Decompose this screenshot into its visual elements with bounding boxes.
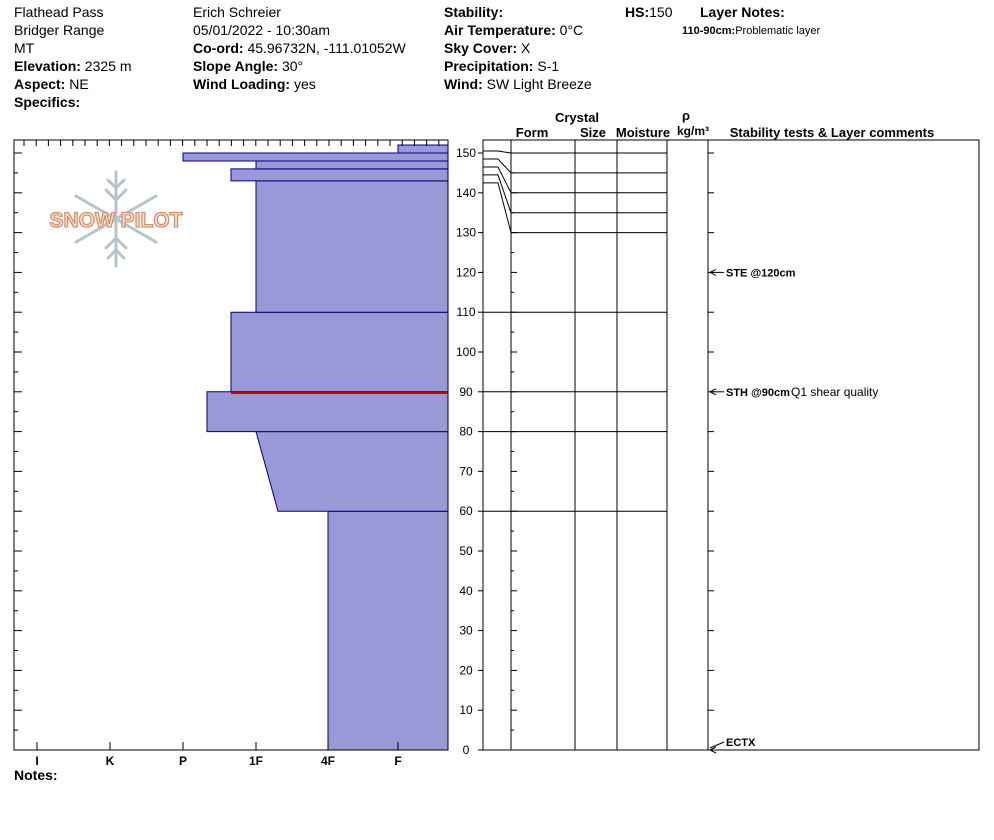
specifics-row: Specifics: <box>14 94 81 110</box>
test-arrowhead <box>708 746 717 754</box>
layer-notes-title: Layer Notes: <box>700 4 785 20</box>
layer-boundary-connector <box>483 158 512 174</box>
test-code: STH @90cm <box>726 387 790 399</box>
layer-boundary-connector <box>483 150 512 154</box>
hardness-layer-1 <box>255 431 449 512</box>
hardness-layer-7 <box>182 152 449 162</box>
hardness-label: F <box>394 754 401 768</box>
slope-row: Slope Angle: 30° <box>193 58 304 74</box>
coord-row: Co-ord: 45.96732N, -111.01052W <box>193 40 406 56</box>
y-tick-label: 0 <box>463 743 470 757</box>
y-tick-label: 100 <box>456 345 476 359</box>
site-name: Flathead Pass <box>14 4 104 20</box>
hardness-layer-4 <box>255 180 449 313</box>
hardness-label: 1F <box>249 754 263 768</box>
sky-row: Sky Cover: X <box>444 40 531 56</box>
notes-label: Notes: <box>14 767 58 783</box>
header-moisture: Moisture <box>616 125 670 140</box>
y-tick-label: 80 <box>459 425 473 439</box>
state-name: MT <box>14 40 35 56</box>
header-crystal: Crystal <box>555 110 599 125</box>
observer-name: Erich Schreier <box>193 4 281 20</box>
y-tick-label: 20 <box>459 663 473 677</box>
air-temp-row: Air Temperature: 0°C <box>444 22 584 38</box>
y-tick-label: 60 <box>459 504 473 518</box>
layer-table-frame <box>482 139 980 751</box>
hs-row: HS:150 <box>625 4 673 20</box>
test-arrow <box>709 741 725 749</box>
range-name: Bridger Range <box>14 22 105 38</box>
test-arrowhead <box>708 268 717 276</box>
y-tick-label: 50 <box>459 544 473 558</box>
hardness-label: K <box>106 754 115 768</box>
hardness-layer-6 <box>255 160 449 170</box>
aspect-row: Aspect: NE <box>14 76 89 92</box>
test-arrowhead <box>708 388 717 396</box>
precip-row: Precipitation: S-1 <box>444 58 560 74</box>
hardness-label: I <box>35 754 38 768</box>
test-code: STE @120cm <box>726 267 796 279</box>
layer-boundary-connector <box>483 182 512 233</box>
header-form: Form <box>516 125 549 140</box>
hardness-layer-3 <box>230 311 449 393</box>
y-tick-label: 30 <box>459 624 473 638</box>
stability-row: Stability: <box>444 4 504 20</box>
observer-block: Erich Schreier 05/01/2022 - 10:30am Co-o… <box>193 3 406 93</box>
y-tick-label: 40 <box>459 584 473 598</box>
y-tick-label: 140 <box>456 186 476 200</box>
y-tick-label: 70 <box>459 464 473 478</box>
header-rho: ρ <box>682 108 690 123</box>
elevation-row: Elevation: 2325 m <box>14 58 132 74</box>
hardness-layer-8 <box>397 144 449 154</box>
test-code: ECTX <box>726 737 756 749</box>
layer-note-row: 110-90cm:Problematic layer <box>682 25 821 37</box>
location-block: Flathead Pass Bridger Range MT Elevation… <box>14 3 132 111</box>
wind-row: Wind: SW Light Breeze <box>444 76 592 92</box>
observation-datetime: 05/01/2022 - 10:30am <box>193 22 330 38</box>
conditions-block: Stability: Air Temperature: 0°C Sky Cove… <box>444 3 592 93</box>
hardness-layer-2 <box>206 391 449 433</box>
y-tick-label: 130 <box>456 226 476 240</box>
hardness-layer-0 <box>327 510 449 751</box>
y-tick-label: 120 <box>456 265 476 279</box>
wind-loading-row: Wind Loading: yes <box>193 76 316 92</box>
y-tick-label: 90 <box>459 385 473 399</box>
header-size: Size <box>580 125 606 140</box>
y-tick-label: 10 <box>459 703 473 717</box>
logo-text: SNOW PILOT <box>50 209 183 232</box>
hardness-label: 4F <box>321 754 335 768</box>
layer-boundary-connector <box>483 174 512 213</box>
hardness-layer-5 <box>230 168 449 182</box>
header-comments: Stability tests & Layer comments <box>730 125 934 140</box>
layer-boundary-connector <box>483 166 512 194</box>
hardness-label: P <box>179 754 187 768</box>
snowpilot-logo: SNOW PILOT <box>36 170 196 270</box>
header-density-unit: kg/m³ <box>677 124 709 138</box>
y-tick-label: 150 <box>456 146 476 160</box>
y-tick-label: 110 <box>456 305 475 319</box>
test-comment: Q1 shear quality <box>791 385 878 399</box>
